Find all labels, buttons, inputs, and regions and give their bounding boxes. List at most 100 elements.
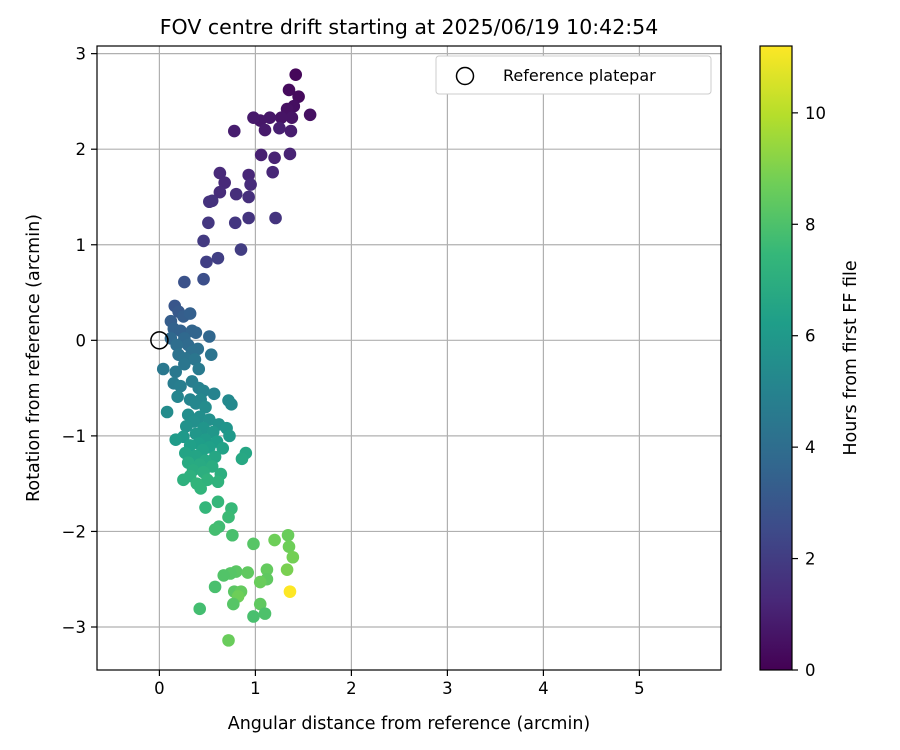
data-point [197, 234, 210, 248]
chart-title: FOV centre drift starting at 2025/06/19 … [160, 15, 659, 39]
data-point [189, 427, 203, 441]
data-point [218, 176, 231, 189]
y-tick-label: 3 [76, 45, 87, 64]
data-point [202, 216, 215, 230]
data-point [234, 243, 248, 256]
data-point [282, 83, 296, 97]
y-tick-label: −3 [62, 618, 86, 637]
y-tick-label: −1 [62, 427, 86, 446]
data-point [253, 575, 267, 589]
data-points [156, 68, 317, 647]
y-tick-label: 1 [76, 236, 87, 255]
data-point [273, 121, 286, 135]
x-tick-label: 0 [154, 679, 165, 698]
data-point [213, 166, 227, 180]
data-point [208, 523, 222, 536]
data-point [289, 68, 303, 81]
data-point [263, 111, 277, 124]
data-point [283, 585, 297, 598]
data-point [247, 537, 260, 551]
data-point [286, 550, 300, 564]
data-point [203, 195, 216, 209]
data-point [253, 597, 267, 611]
data-point [247, 610, 260, 623]
data-point [170, 338, 183, 352]
y-axis-ticks: −3 −2 −1 0 1 2 3 [62, 45, 97, 637]
plot-frame [96, 45, 722, 671]
data-point [169, 365, 183, 379]
data-point [275, 111, 288, 124]
data-point [281, 528, 295, 542]
data-point [188, 353, 202, 366]
colorbar-tick-label: 0 [805, 661, 816, 680]
y-axis-label: Rotation from reference (arcmin) [24, 214, 44, 502]
data-point [211, 251, 225, 265]
data-point [222, 634, 235, 647]
data-point [258, 607, 272, 620]
data-point [199, 400, 212, 414]
data-point [178, 275, 191, 289]
x-axis-label: Angular distance from reference (arcmin) [228, 714, 591, 734]
x-axis-ticks: 0 1 2 3 4 5 [154, 670, 645, 698]
x-tick-label: 1 [250, 679, 261, 698]
data-point [194, 482, 207, 495]
data-point [235, 452, 249, 466]
data-point [211, 475, 225, 489]
x-tick-label: 5 [634, 679, 645, 698]
data-point [242, 168, 255, 182]
data-point [258, 123, 272, 137]
y-tick-label: −2 [62, 522, 86, 541]
data-point [225, 398, 238, 411]
data-point [197, 272, 210, 286]
data-point [247, 111, 260, 124]
colorbar [759, 45, 793, 671]
data-point [156, 362, 170, 376]
data-point [160, 405, 174, 419]
legend-box [435, 55, 712, 95]
data-point [207, 387, 221, 401]
data-point [174, 379, 187, 393]
data-point [254, 148, 268, 162]
reference-platepar-marker [150, 331, 169, 350]
colorbar-tick-label: 2 [805, 550, 816, 569]
data-point [177, 473, 190, 487]
data-point [208, 580, 222, 594]
data-point [284, 124, 298, 138]
legend: Reference platepar [435, 55, 712, 95]
data-point [282, 540, 296, 554]
data-point [268, 151, 281, 165]
data-point [229, 187, 243, 201]
data-point [226, 528, 239, 542]
colorbar-tick-label: 10 [805, 104, 826, 123]
colorbar-tick-label: 4 [805, 438, 816, 457]
data-point [223, 429, 236, 443]
data-point [244, 178, 257, 191]
legend-entry-reference-platepar: Reference platepar [503, 66, 656, 85]
data-point [242, 190, 255, 204]
data-point [189, 397, 203, 410]
data-point [211, 495, 225, 509]
x-tick-label: 2 [346, 679, 357, 698]
data-point [268, 533, 281, 547]
data-point [227, 124, 241, 138]
y-tick-label: 2 [76, 140, 87, 159]
colorbar-tick-label: 6 [805, 327, 816, 346]
colorbar-label: Hours from first FF file [841, 260, 861, 455]
data-point [292, 90, 305, 103]
data-point [285, 111, 299, 124]
data-point [280, 563, 294, 576]
data-point [179, 420, 193, 433]
data-point [222, 510, 235, 524]
data-point [227, 597, 240, 611]
data-point [204, 348, 218, 361]
x-tick-label: 3 [442, 679, 453, 698]
data-point [203, 330, 216, 343]
data-point [192, 362, 206, 376]
data-point [189, 326, 203, 339]
data-point [266, 165, 279, 179]
data-point [169, 433, 183, 447]
data-point [199, 501, 212, 514]
data-point [269, 211, 282, 225]
data-point [260, 563, 274, 576]
